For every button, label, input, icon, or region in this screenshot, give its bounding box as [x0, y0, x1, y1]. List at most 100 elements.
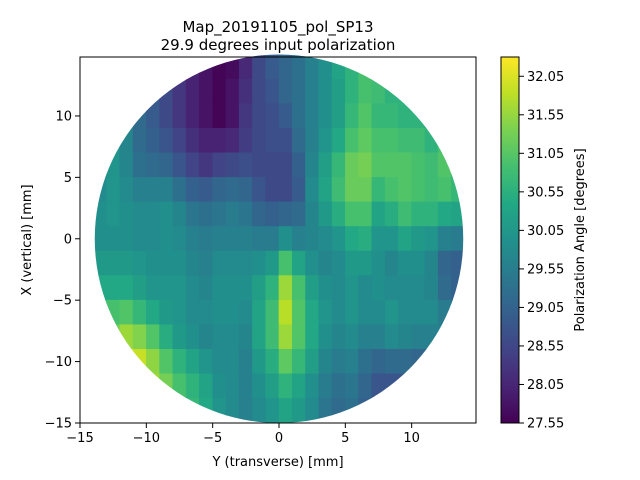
heatmap-cell: [159, 54, 174, 80]
heatmap-cell: [106, 54, 121, 80]
heatmap-cell: [437, 398, 452, 423]
heatmap-cell: [238, 177, 253, 203]
heatmap-cell: [278, 349, 293, 375]
heatmap-cell: [172, 201, 187, 227]
heatmap-cell: [358, 177, 373, 203]
heatmap-cell: [305, 54, 320, 80]
heatmap-cell: [358, 250, 373, 276]
heatmap-cell: [146, 324, 160, 350]
heatmap-cell: [265, 373, 280, 399]
heatmap-cell: [331, 152, 346, 178]
y-tick-label: −10: [45, 355, 72, 370]
heatmap-cell: [238, 201, 253, 227]
heatmap-cell: [106, 78, 121, 104]
heatmap-cell: [451, 103, 464, 129]
heatmap-cell: [252, 250, 267, 276]
heatmap-cell: [80, 398, 94, 423]
heatmap-cell: [305, 324, 320, 350]
heatmap-cell: [185, 177, 200, 203]
heatmap-cell: [278, 103, 293, 129]
heatmap-cell: [278, 250, 293, 276]
heatmap-cell: [265, 226, 280, 252]
heatmap-cell: [159, 299, 174, 326]
heatmap-cell: [318, 226, 333, 252]
heatmap-cell: [318, 324, 333, 350]
heatmap-cell: [159, 398, 174, 423]
heatmap-cell: [371, 324, 386, 350]
heatmap-cell: [437, 226, 452, 252]
heatmap-cell: [106, 349, 121, 375]
heatmap-cell: [424, 201, 439, 227]
heatmap-cell: [238, 152, 253, 178]
heatmap-cell: [212, 127, 227, 154]
heatmap-cell: [225, 250, 240, 276]
colorbar-tick-label: 32.05: [527, 70, 564, 85]
heatmap-cell: [159, 152, 174, 178]
heatmap-cell: [278, 201, 293, 227]
heatmap-cell: [172, 177, 187, 203]
heatmap-cell: [437, 177, 452, 203]
heatmap-cell: [172, 54, 187, 80]
y-tick-label: 10: [55, 109, 72, 124]
heatmap-cell: [278, 324, 293, 350]
y-tick-label: 5: [64, 171, 72, 186]
heatmap-cell: [185, 398, 200, 423]
heatmap-cell: [252, 275, 267, 301]
heatmap-cell: [358, 226, 373, 252]
heatmap-cell: [238, 349, 253, 375]
heatmap-cell: [238, 299, 253, 326]
heatmap-cell: [291, 201, 306, 227]
heatmap-cell: [424, 54, 439, 80]
heatmap-cell: [185, 78, 200, 104]
heatmap-cell: [424, 152, 439, 178]
heatmap-cell: [252, 177, 267, 203]
heatmap-cell: [119, 201, 134, 227]
heatmap-cell: [318, 275, 333, 301]
heatmap-cell: [212, 250, 227, 276]
heatmap-cell: [411, 398, 426, 423]
heatmap-cell: [424, 127, 439, 154]
heatmap-cell: [265, 250, 280, 276]
x-tick-label: −15: [66, 431, 93, 446]
heatmap-cell: [265, 54, 280, 80]
heatmap-cell: [278, 398, 293, 423]
heatmap-cell: [371, 226, 386, 252]
heatmap-cell: [252, 127, 267, 154]
heatmap-cell: [398, 324, 412, 350]
heatmap-cell: [331, 398, 346, 423]
heatmap-cell: [331, 78, 346, 104]
heatmap-cell: [238, 127, 253, 154]
heatmap-cell: [94, 226, 107, 252]
heatmap-cell: [132, 54, 147, 80]
heatmap-cell: [398, 54, 412, 80]
heatmap-cell: [172, 299, 187, 326]
heatmap-cell: [451, 398, 464, 423]
heatmap-cell: [411, 373, 426, 399]
heatmap-cell: [146, 349, 160, 375]
heatmap-cell: [424, 373, 439, 399]
heatmap-cell: [265, 398, 280, 423]
heatmap-cell: [291, 103, 306, 129]
chart-title-line-1: Map_20191105_pol_SP13: [182, 18, 373, 37]
heatmap-cell: [384, 349, 399, 375]
heatmap-cell: [358, 324, 373, 350]
heatmap-cell: [305, 398, 320, 423]
heatmap-cell: [291, 299, 306, 326]
heatmap-cell: [305, 103, 320, 129]
heatmap-cell: [291, 349, 306, 375]
heatmap-cell: [451, 127, 464, 154]
colorbar-tick-label: 31.05: [527, 147, 564, 162]
heatmap-cell: [94, 103, 107, 129]
heatmap-cell: [159, 275, 174, 301]
y-tick-label: −15: [45, 417, 72, 432]
heatmap-cell: [119, 324, 134, 350]
heatmap-cell: [106, 324, 121, 350]
heatmap-cell: [278, 226, 293, 252]
heatmap-cell: [371, 349, 386, 375]
heatmap-cell: [199, 54, 213, 80]
heatmap-cell: [305, 250, 320, 276]
heatmap-cell: [199, 103, 213, 129]
heatmap-cell: [106, 201, 121, 227]
heatmap-cell: [278, 78, 293, 104]
